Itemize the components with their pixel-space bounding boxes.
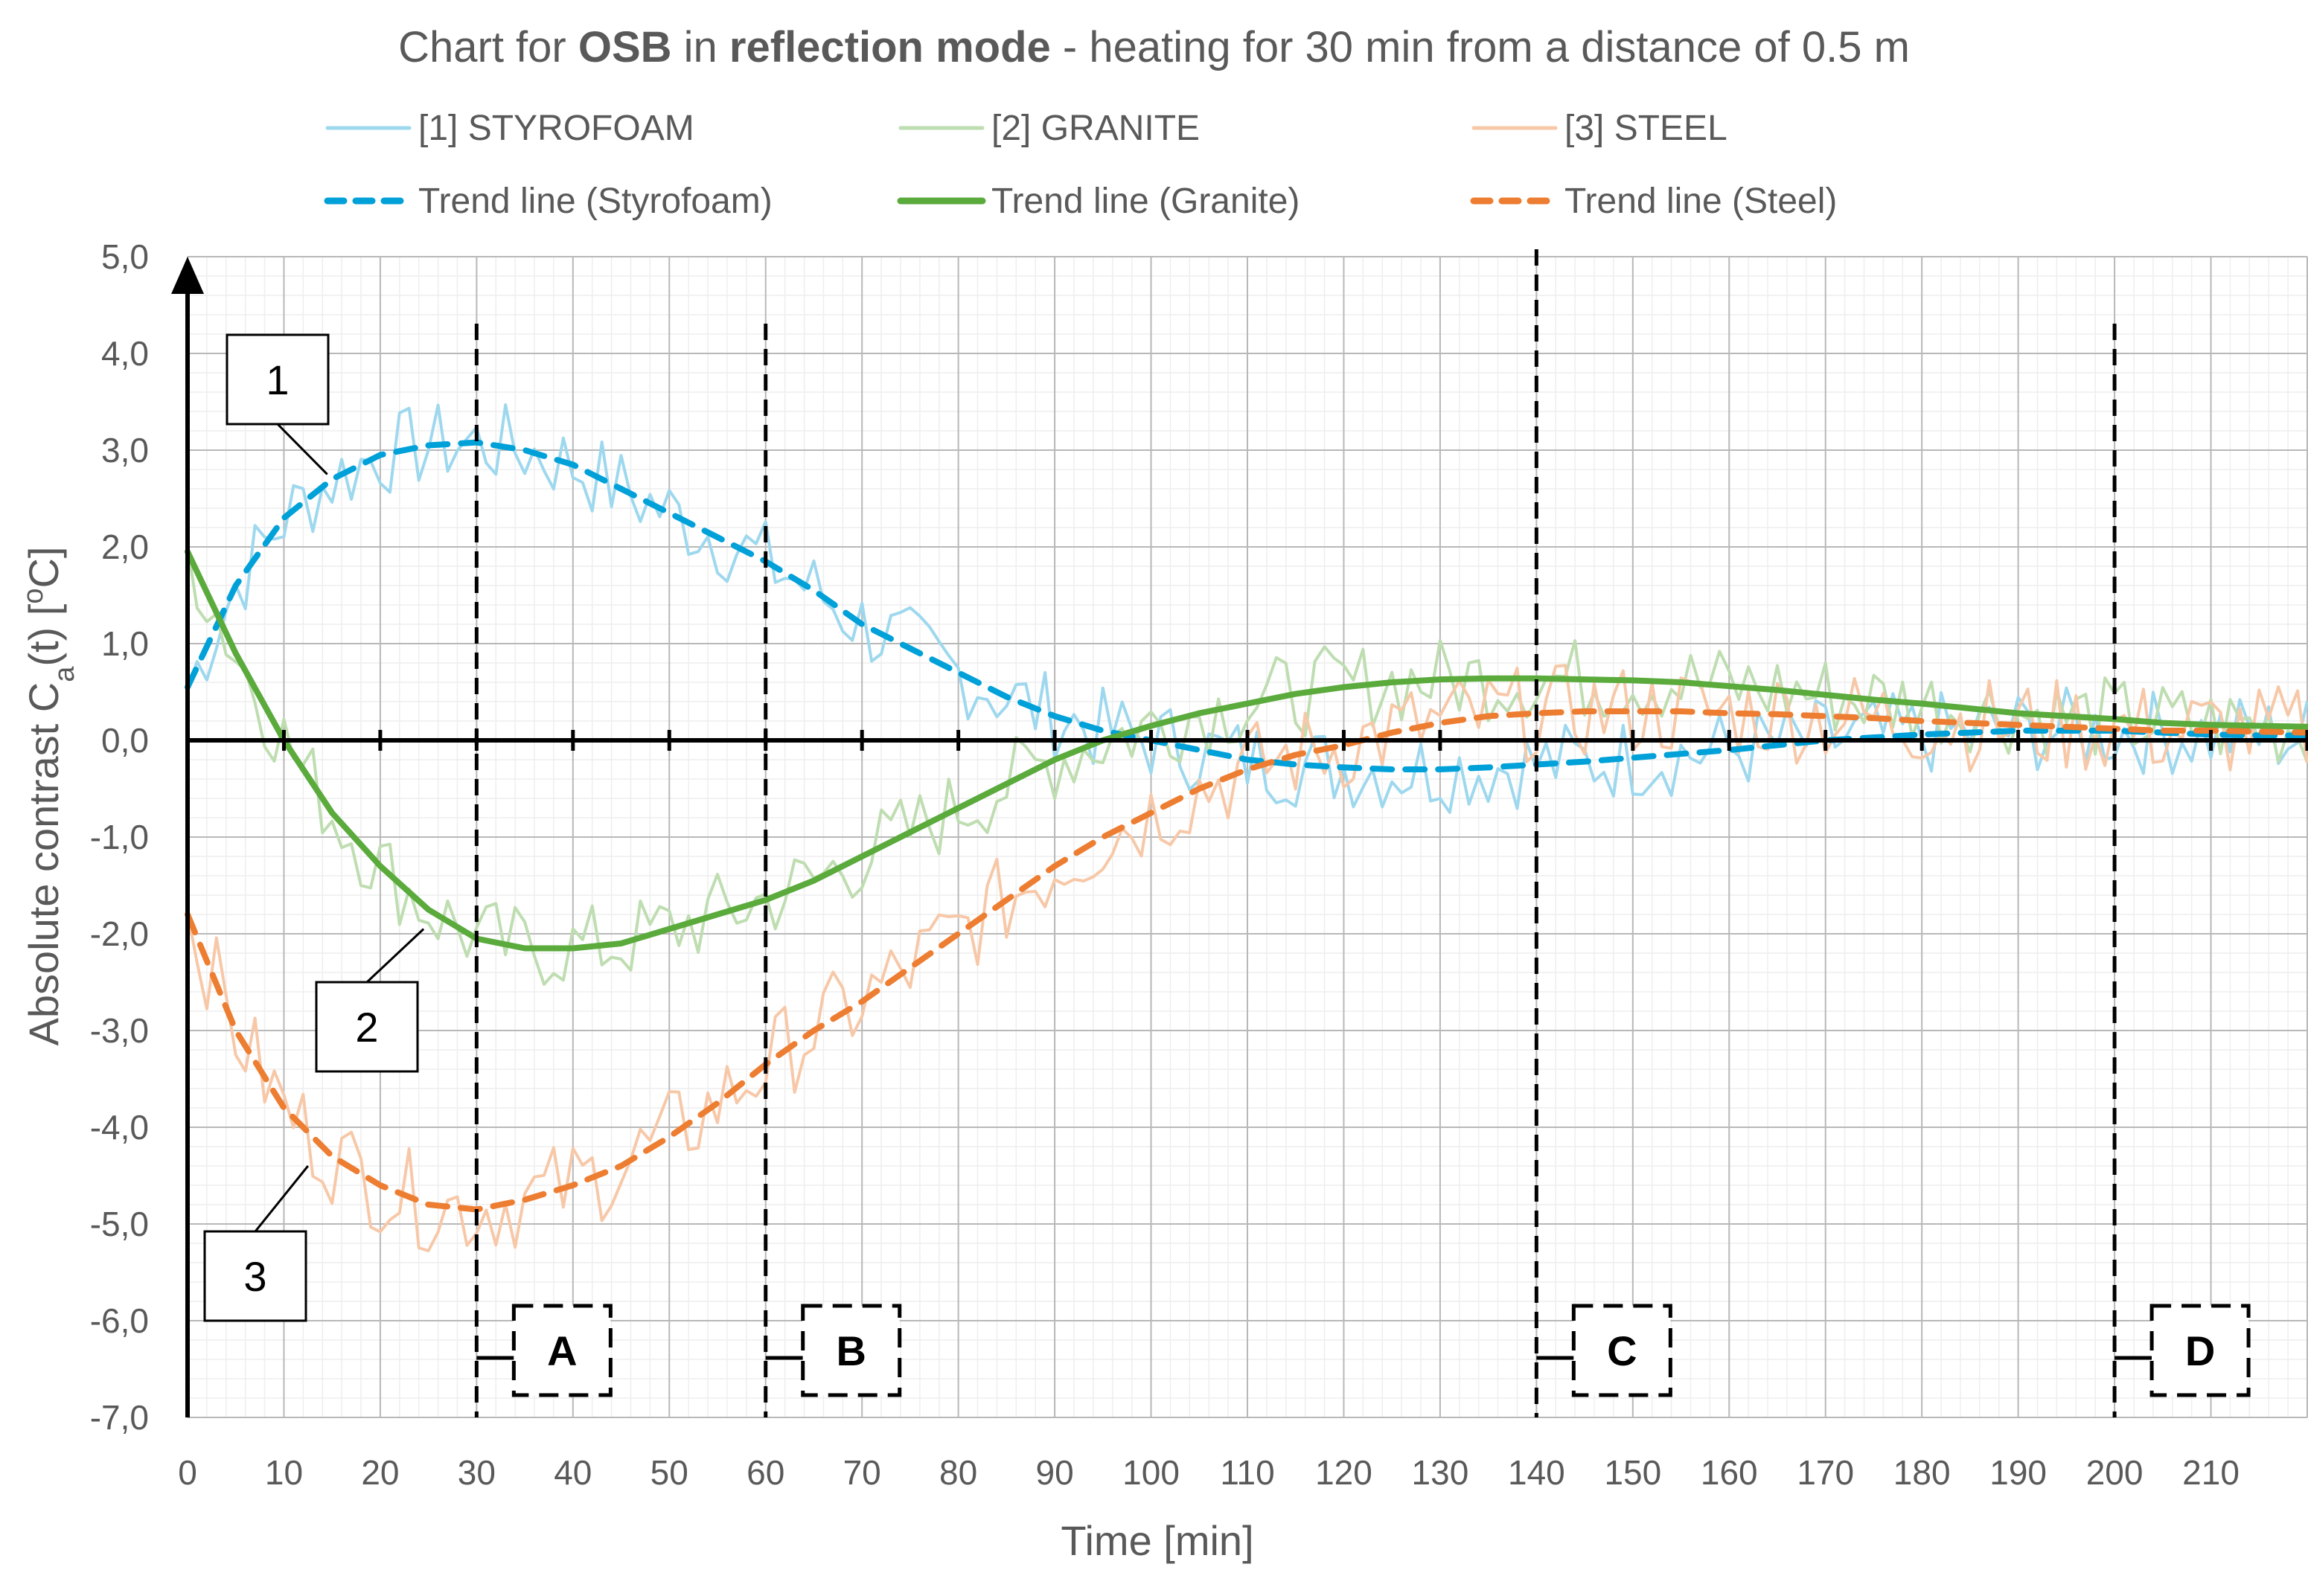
series-1-styrofoam	[186, 403, 2308, 814]
x-tick-label: 0	[178, 1453, 197, 1492]
series-2-granite	[186, 545, 2308, 986]
x-tick-label: 60	[747, 1453, 784, 1492]
x-tick-label: 50	[650, 1453, 688, 1492]
x-tick-label: 90	[1036, 1453, 1074, 1492]
y-tick-label: 0,0	[101, 721, 149, 760]
x-tick-label: 40	[554, 1453, 592, 1492]
x-tick-label: 140	[1508, 1453, 1565, 1492]
x-tick-label: 210	[2182, 1453, 2240, 1492]
callout-leader	[254, 1165, 309, 1232]
region-label: A	[547, 1327, 577, 1374]
region-label: B	[837, 1327, 866, 1374]
y-tick-label: 4,0	[101, 334, 149, 373]
x-tick-label: 110	[1220, 1453, 1274, 1492]
y-tick-label: -7,0	[90, 1398, 149, 1437]
y-axis-title: Absolute contrast Ca(t) [oC]	[18, 547, 80, 1046]
callout-leader	[365, 928, 425, 984]
tick-labels: 0 10 20 30 40 50 60 70 80 90 100 110 120 130 140 150 160…	[90, 237, 2240, 1492]
series-trend-line-styrofoam	[185, 439, 2308, 772]
legend-label: [3] STEEL	[1564, 109, 1727, 148]
y-tick-label: -2,0	[90, 914, 149, 953]
callouts: 1 2 3	[203, 333, 425, 1322]
region-label: D	[2185, 1327, 2215, 1374]
trend-series-layer	[185, 439, 2308, 1213]
x-tick-label: 30	[458, 1453, 496, 1492]
x-tick-label: 80	[939, 1453, 977, 1492]
y-tick-label: 1,0	[101, 624, 149, 663]
region-label: C	[1607, 1327, 1637, 1374]
x-tick-label: 20	[361, 1453, 399, 1492]
y-tick-label: -3,0	[90, 1011, 149, 1050]
x-tick-label: 150	[1604, 1453, 1661, 1492]
x-tick-label: 200	[2086, 1453, 2144, 1492]
y-axis-arrow	[171, 257, 204, 294]
y-tick-label: -1,0	[90, 818, 149, 856]
legend: [1] STYROFOAM [2] GRANITE [3] STEEL Trend l…	[324, 109, 1837, 221]
x-tick-label: 70	[843, 1453, 881, 1492]
x-tick-label: 180	[1893, 1453, 1951, 1492]
axes	[171, 257, 2308, 1417]
x-tick-label: 170	[1797, 1453, 1854, 1492]
y-tick-label: 3,0	[101, 431, 149, 469]
legend-label: Trend line (Steel)	[1564, 182, 1837, 221]
y-tick-label: 5,0	[101, 237, 149, 276]
y-tick-label: -5,0	[90, 1205, 149, 1243]
x-tick-label: 10	[265, 1453, 303, 1492]
legend-label: [1] STYROFOAM	[418, 109, 694, 148]
callout-box	[315, 981, 419, 1073]
y-tick-label: -6,0	[90, 1301, 149, 1340]
callout-box	[203, 1230, 307, 1322]
x-axis-title: Time [min]	[1061, 1517, 1253, 1564]
callout-label: 3	[243, 1253, 266, 1300]
x-tick-label: 160	[1701, 1453, 1758, 1492]
region-box	[511, 1304, 613, 1397]
region-box	[1571, 1304, 1672, 1397]
callout-box	[226, 333, 330, 426]
y-tick-label: -4,0	[90, 1108, 149, 1147]
x-tick-label: 120	[1315, 1453, 1372, 1492]
x-tick-label: 130	[1412, 1453, 1469, 1492]
callout-leader	[276, 423, 328, 475]
series-trend-line-steel	[185, 708, 2308, 1213]
y-tick-label: 2,0	[101, 528, 149, 566]
legend-label: [2] GRANITE	[991, 109, 1200, 148]
legend-label: Trend line (Styrofoam)	[418, 182, 773, 221]
callout-label: 1	[266, 356, 289, 403]
region-box	[801, 1304, 902, 1397]
grid-lines	[187, 256, 2308, 1418]
callout-label: 2	[355, 1004, 378, 1051]
region-box	[2149, 1304, 2251, 1397]
chart-title: Chart for OSB in reflection mode - heati…	[398, 23, 1910, 71]
region-markers: A B C D	[474, 249, 2251, 1417]
legend-label: Trend line (Granite)	[991, 182, 1300, 221]
x-tick-label: 190	[1989, 1453, 2047, 1492]
x-tick-label: 100	[1122, 1453, 1180, 1492]
series-trend-line-granite	[185, 548, 2308, 952]
